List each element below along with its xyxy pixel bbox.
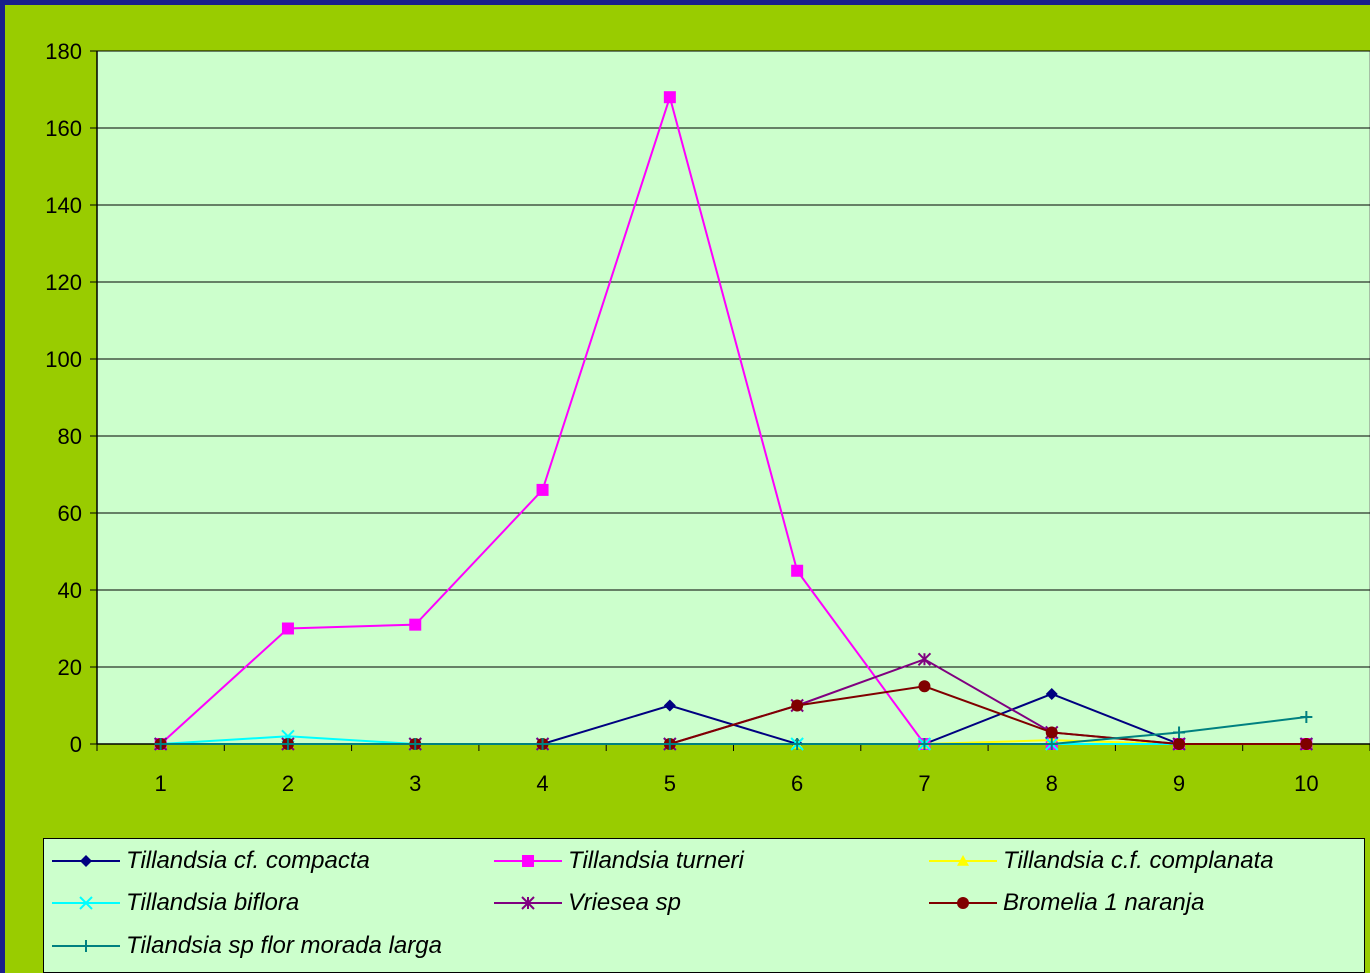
legend-key-icon: [494, 896, 562, 910]
legend-key-marker: [79, 896, 93, 910]
legend-key-marker: [957, 897, 969, 909]
y-tick-label: 120: [45, 270, 82, 295]
legend-key-icon: [52, 940, 120, 952]
data-point: [791, 699, 804, 712]
legend-item: Tillandsia biflora: [50, 885, 299, 921]
data-point: [1045, 726, 1058, 739]
y-tick-label: 100: [45, 347, 82, 372]
data-point: [1045, 738, 1058, 750]
data-point: [1300, 738, 1313, 750]
data-point: [1045, 687, 1058, 700]
legend-item: Tillandsia c.f. complanata: [927, 843, 1274, 879]
data-point: [791, 738, 804, 750]
x-tick-label: 2: [282, 771, 294, 796]
data-point: [1300, 711, 1313, 724]
chart-area: 0 20 40 60 80 100 120 140 160 180 1 2 3 4 5 6 7 8 9 10 Till…: [5, 5, 1370, 973]
data-point: [409, 618, 422, 631]
legend-key-marker: [957, 855, 969, 866]
legend-item: Bromelia 1 naranja: [927, 885, 1204, 921]
data-point: [918, 680, 931, 693]
legend-label: Vriesea sp: [568, 889, 681, 916]
series-line: [160, 716, 1307, 745]
y-tick-label: 80: [58, 424, 82, 449]
data-point: [281, 622, 294, 635]
data-point: [1173, 738, 1186, 750]
data-point: [281, 738, 294, 750]
x-tick-label: 6: [791, 771, 803, 796]
data-point: [154, 738, 167, 750]
data-point: [918, 738, 931, 750]
data-point: [1173, 726, 1186, 739]
legend-item: Tilandsia sp flor morada larga: [50, 928, 442, 964]
legend-key-icon: [494, 855, 562, 867]
legend-item: Tillandsia turneri: [492, 843, 744, 879]
data-point: [663, 738, 676, 750]
legend-key-icon: [52, 896, 120, 910]
legend-key-marker: [521, 896, 535, 910]
x-tick-label: 1: [155, 771, 167, 796]
legend-label: Tillandsia c.f. complanata: [1003, 847, 1274, 874]
legend-item: Vriesea sp: [492, 885, 681, 921]
legend-label: Tillandsia turneri: [568, 847, 744, 874]
y-tick-label: 180: [45, 39, 82, 64]
legend-key-marker: [80, 940, 92, 952]
x-tick-label: 9: [1173, 771, 1185, 796]
data-point: [536, 483, 549, 496]
legend-label: Tillandsia biflora: [126, 889, 300, 916]
data-point: [663, 91, 676, 104]
data-point: [663, 699, 676, 712]
series-6: [154, 711, 1313, 750]
legend-label: Tilandsia sp flor morada larga: [126, 932, 442, 959]
data-point: [917, 652, 932, 667]
legend-key-icon: [52, 855, 120, 867]
data-point: [409, 738, 422, 750]
legend-key-icon: [929, 897, 997, 909]
plot-area: [96, 50, 1370, 745]
x-tick-label: 4: [536, 771, 548, 796]
legend: Tillandsia cf. compacta Tillandsia turner…: [43, 838, 1365, 973]
x-tick-label: 7: [918, 771, 930, 796]
x-tick-label: 10: [1294, 771, 1318, 796]
y-tick-label: 160: [45, 116, 82, 141]
data-point: [791, 564, 804, 577]
line-chart: 0 20 40 60 80 100 120 140 160 180 1 2 3 4 5 6 7 8 9 10: [45, 39, 1370, 796]
x-tick-label: 8: [1046, 771, 1058, 796]
legend-item: Tillandsia cf. compacta: [50, 843, 370, 879]
legend-key-marker: [80, 855, 92, 867]
legend-key-icon: [929, 855, 997, 866]
legend-key-marker: [522, 855, 534, 867]
data-point: [536, 738, 549, 750]
legend-label: Tillandsia cf. compacta: [126, 847, 370, 874]
x-tick-label: 3: [409, 771, 421, 796]
y-tick-label: 60: [58, 501, 82, 526]
y-tick-label: 140: [45, 193, 82, 218]
x-tick-label: 5: [664, 771, 676, 796]
y-tick-label: 20: [58, 655, 82, 680]
y-tick-label: 40: [58, 578, 82, 603]
y-tick-label: 0: [70, 732, 82, 757]
legend-label: Bromelia 1 naranja: [1003, 889, 1205, 916]
